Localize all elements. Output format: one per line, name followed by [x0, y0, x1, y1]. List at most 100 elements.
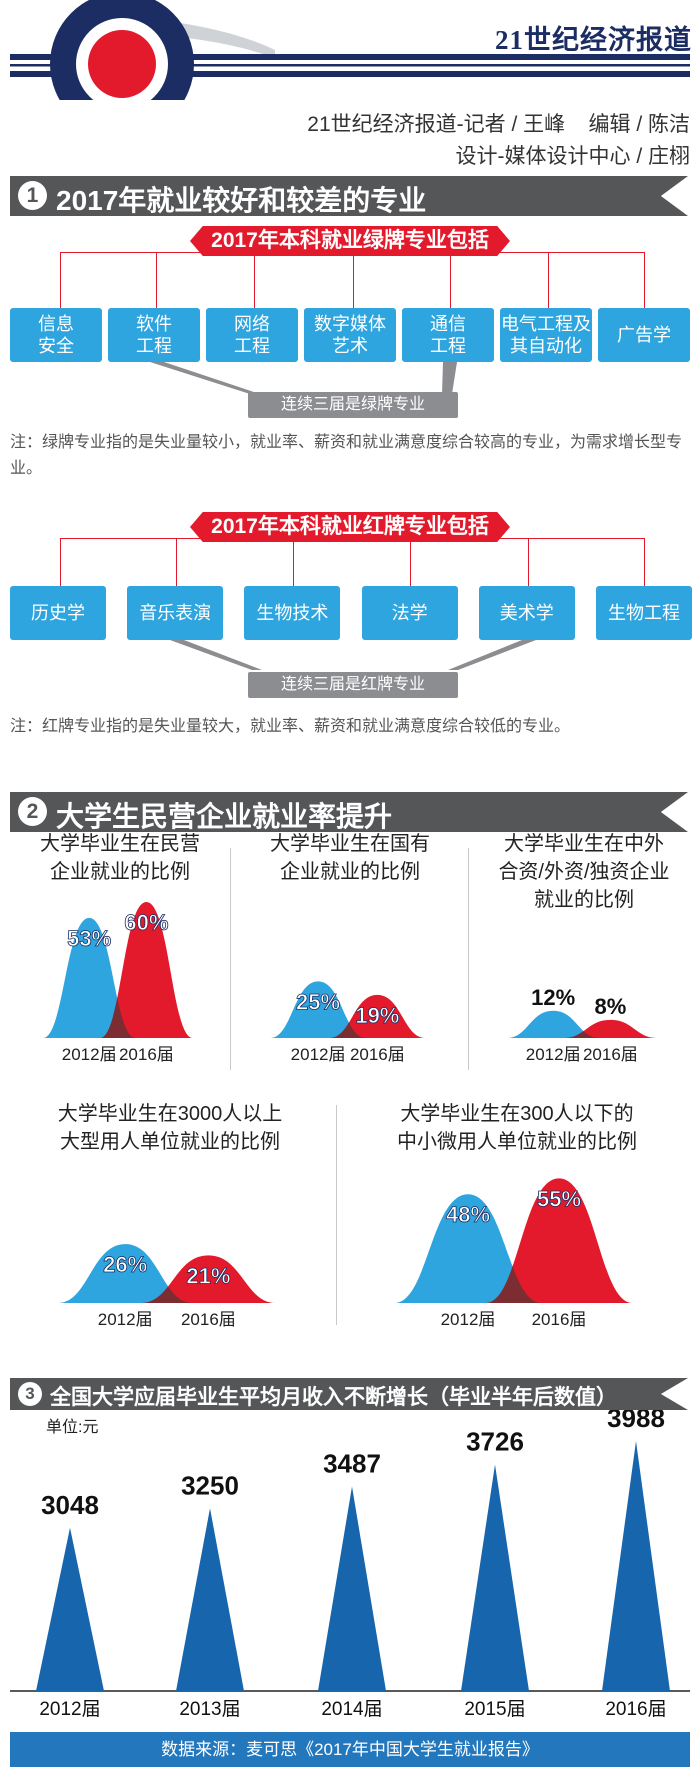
section-2-number: 2 — [18, 797, 47, 826]
header-rule-bottom — [10, 71, 690, 77]
header-rule-mid — [10, 64, 690, 67]
bell-value-label: 8% — [595, 994, 627, 1019]
red-major-2: 音乐表演 — [127, 586, 224, 640]
income-bar — [318, 1486, 386, 1691]
chart-divider — [336, 1105, 337, 1325]
income-year-label: 2016届 — [605, 1699, 666, 1720]
credit-line-design: 设计-媒体设计中心 / 庄栩 — [455, 145, 691, 168]
green-consecutive-tag: 连续三届是绿牌专业 — [248, 392, 458, 418]
chart-1-plot: 53% 60% — [43, 902, 193, 1038]
bell-value-label: 12% — [531, 985, 575, 1010]
income-value-label: 3250 — [181, 1470, 239, 1500]
year-label: 2016届 — [180, 1310, 236, 1329]
income-value-label: 3726 — [466, 1427, 524, 1457]
green-note: 注：绿牌专业指的是失业量较小，就业率、薪资和就业满意度综合较高的专业，为需求增长… — [10, 434, 683, 477]
red-major-6: 生物工程 — [596, 586, 692, 640]
red-major-4: 法学 — [361, 586, 458, 640]
green-major-2: 软件 工程 — [108, 308, 200, 362]
bell-2012 — [43, 917, 136, 1038]
red-tree-connector — [60, 538, 645, 587]
year-label: 2016届 — [582, 1045, 638, 1064]
bell-2016 — [485, 1178, 633, 1303]
income-bar — [602, 1441, 670, 1691]
green-major-7: 广告学 — [598, 308, 690, 362]
section-1-title: 2017年就业较好和较差的专业 — [56, 185, 427, 216]
source-text: 数据来源：麦可思《2017年中国大学生就业报告》 — [161, 1740, 539, 1759]
brand-name: 21世纪经济报道 — [495, 25, 692, 55]
bell-value-label: 25% — [296, 989, 340, 1014]
section-1-number: 1 — [18, 181, 47, 210]
bell-value-label: 53% — [67, 926, 111, 951]
header-logo-graphic — [10, 0, 690, 100]
bell-value-label: 19% — [355, 1003, 399, 1028]
credit-line-reporter: 21世纪经济报道-记者 / 王峰 编辑 / 陈洁 — [307, 113, 690, 136]
year-label: 2012届 — [61, 1045, 117, 1064]
red-major-1: 历史学 — [10, 586, 106, 640]
income-unit-label: 单位:元 — [46, 1419, 99, 1436]
green-tree-stem — [548, 252, 549, 308]
chart-4-plot: 26% 21% — [58, 1244, 276, 1303]
red-consecutive-lines — [170, 640, 536, 670]
chart-4-title: 大学毕业生在3000人以上 大型用人单位就业的比例 — [57, 1103, 283, 1153]
red-major-3: 生物技术 — [244, 586, 341, 640]
chart-1-title: 大学毕业生在民营 企业就业的比例 — [40, 833, 200, 883]
bell-2012 — [394, 1194, 542, 1303]
red-tree-stem — [528, 538, 529, 586]
green-major-4: 数字媒体 艺术 — [304, 308, 396, 362]
year-label: 2012届 — [440, 1310, 496, 1329]
chart-divider — [230, 848, 231, 1070]
bell-2016 — [329, 994, 426, 1038]
section-3-number: 3 — [18, 1382, 42, 1406]
chart-2-title: 大学毕业生在国有 企业就业的比例 — [270, 833, 430, 883]
year-label: 2012届 — [97, 1310, 153, 1329]
year-label: 2016届 — [349, 1045, 405, 1064]
green-consecutive-lines — [150, 362, 457, 394]
bell-2016 — [141, 1255, 276, 1303]
section-1-header: 1 2017年就业较好和较差的专业 — [10, 176, 688, 216]
red-note: 注：红牌专业指的是失业量较大，就业率、薪资和就业满意度综合较低的专业。 — [10, 718, 571, 735]
bell-2012 — [507, 1010, 600, 1038]
logo-red-dot — [88, 30, 156, 98]
header-rule-top — [10, 54, 690, 60]
bell-value-label: 60% — [124, 910, 168, 935]
red-list-banner: 2017年本科就业红牌专业包括 — [190, 512, 510, 542]
year-label: 2012届 — [525, 1045, 581, 1064]
green-major-1: 信息 安全 — [10, 308, 102, 362]
red-major-5: 美术学 — [478, 586, 575, 640]
bell-2012 — [270, 981, 366, 1038]
source-footer: 数据来源：麦可思《2017年中国大学生就业报告》 — [10, 1732, 690, 1767]
green-tree-stem — [353, 252, 354, 308]
bell-2012 — [58, 1244, 193, 1303]
bell-2016 — [564, 1019, 657, 1038]
income-value-label: 3988 — [607, 1410, 665, 1433]
bell-value-label: 26% — [103, 1252, 147, 1277]
chart-3-plot: 12% 8% — [507, 985, 657, 1038]
green-list-banner: 2017年本科就业绿牌专业包括 — [190, 226, 510, 256]
section-2-header: 2 大学生民营企业就业率提升 — [10, 792, 688, 832]
year-label: 2016届 — [531, 1310, 587, 1329]
bell-value-label: 55% — [537, 1186, 581, 1211]
bell-2016 — [100, 902, 193, 1038]
chart-2-plot: 25% 19% — [270, 981, 426, 1038]
bell-value-label: 21% — [186, 1263, 230, 1288]
chart-divider — [468, 848, 469, 1070]
red-consecutive-tag: 连续三届是红牌专业 — [248, 672, 458, 698]
section-3-header: 3 全国大学应届毕业生平均月收入不断增长（毕业半年后数值） — [10, 1378, 688, 1410]
red-tree-stem — [410, 538, 411, 586]
green-major-3: 网络 工程 — [206, 308, 298, 362]
section-3-title: 全国大学应届毕业生平均月收入不断增长（毕业半年后数值） — [50, 1386, 617, 1409]
chart-5-title: 大学毕业生在300人以下的 中小微用人单位就业的比例 — [397, 1103, 637, 1153]
year-label: 2012届 — [290, 1045, 346, 1064]
year-label: 2016届 — [118, 1045, 174, 1064]
income-year-label: 2013届 — [179, 1699, 240, 1720]
income-bar — [461, 1464, 529, 1691]
income-year-label: 2012届 — [39, 1699, 100, 1720]
income-bar — [36, 1527, 104, 1691]
chart-3-title: 大学毕业生在中外 合资/外资/独资企业 就业的比例 — [498, 833, 670, 911]
income-value-label: 3487 — [323, 1449, 381, 1479]
income-chart: 3048 2012届 3250 2013届 3487 2014届 3726 2015届 3988… — [10, 1410, 690, 1720]
income-value-label: 3048 — [41, 1490, 99, 1520]
green-tree-stem — [156, 252, 157, 308]
chart-5-plot: 48% 55% — [394, 1178, 633, 1303]
green-tree-stem — [254, 252, 255, 308]
